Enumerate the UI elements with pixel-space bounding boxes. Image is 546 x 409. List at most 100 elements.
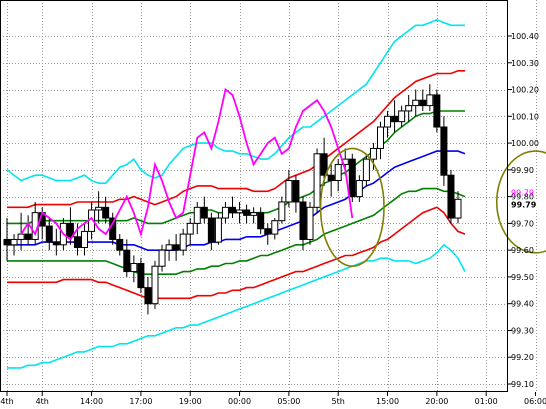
band-line-upper-2sigma <box>6 19 465 184</box>
x-tick-label-7: 5th <box>332 397 345 406</box>
candle-body-3 <box>24 233 32 240</box>
y-tick-label-11: 99.30 <box>511 326 534 335</box>
candle-body-21 <box>151 265 159 305</box>
candle-body-24 <box>172 244 180 251</box>
candle-body-35 <box>250 212 258 216</box>
candle-body-39 <box>278 201 286 222</box>
candle-body-42 <box>299 201 307 240</box>
y-tick-label-8: 99.60 <box>511 246 534 255</box>
candle-body-36 <box>257 212 265 230</box>
candle-body-27 <box>193 206 201 224</box>
candle-body-17 <box>123 249 131 273</box>
y-tick-label-12: 99.20 <box>511 353 534 362</box>
candle-body-0 <box>3 238 11 246</box>
current-price-label: 99.79 <box>511 200 537 209</box>
candle-body-22 <box>158 249 166 267</box>
x-tick-label-11: 06:00 <box>524 397 546 406</box>
candle-body-52 <box>369 147 377 160</box>
candle-body-63 <box>447 174 455 219</box>
candle-body-40 <box>285 180 293 203</box>
candle-body-57 <box>405 105 413 112</box>
plot-frame <box>0 0 508 392</box>
candle-body-7 <box>52 241 60 246</box>
y-tick-label-10: 99.40 <box>511 300 534 309</box>
band-line-minus-0.5sigma <box>7 187 466 276</box>
x-tick-label-9: 20:00 <box>425 397 448 406</box>
candle-body-60 <box>426 94 434 107</box>
candle-body-43 <box>306 206 314 240</box>
candle-body-1 <box>10 238 18 246</box>
y-tick-label-13: 99.10 <box>511 380 534 389</box>
candle-body-54 <box>384 115 392 128</box>
candle-body-51 <box>362 158 370 182</box>
candle-body-44 <box>313 153 321 208</box>
y-tick-label-4: 100.00 <box>511 139 539 148</box>
x-axis: 4th 4th 14:00 17:00 19:00 00:00 05:00 5th 15:00 2… <box>0 392 546 406</box>
candle-body-61 <box>433 94 441 128</box>
annotation-ellipse-1 <box>495 150 546 254</box>
price-marker-magenta: 99.79 <box>511 188 534 197</box>
y-tick-label-1: 100.30 <box>511 59 539 68</box>
candle-body-2 <box>17 233 25 240</box>
candle-body-32 <box>229 206 236 214</box>
candle-body-49 <box>348 158 356 198</box>
candles <box>3 84 462 315</box>
candle-body-20 <box>144 287 152 305</box>
candle-body-37 <box>264 228 272 235</box>
y-axis: 100.40 100.30 100.20 100.10 100.00 99.90 99.80… <box>508 32 539 389</box>
candle-body-58 <box>412 99 420 107</box>
candle-body-16 <box>116 238 124 251</box>
x-tick-label-5: 00:00 <box>228 397 251 406</box>
candle-body-45 <box>320 153 328 176</box>
annotations <box>319 147 546 268</box>
y-tick-label-3: 100.10 <box>511 112 539 121</box>
band-line-lower-2sigma <box>7 243 466 369</box>
candle-body-18 <box>130 263 138 273</box>
x-tick-label-10: 01:00 <box>475 397 498 406</box>
candle-body-28 <box>200 206 208 219</box>
x-tick-label-0: 4th <box>0 397 13 406</box>
candle-body-13 <box>95 206 103 211</box>
y-tick-label-7: 99.70 <box>511 219 534 228</box>
chikou-line <box>20 87 354 241</box>
candle-body-41 <box>292 180 300 203</box>
current-price-box <box>509 199 545 211</box>
y-tick-label-6: 99.80 <box>511 193 534 202</box>
candle-body-34 <box>243 209 251 216</box>
candle-body-23 <box>165 244 173 251</box>
x-tick-label-4: 19:00 <box>179 397 202 406</box>
candle-body-10 <box>73 236 81 248</box>
y-tick-label-2: 100.20 <box>511 86 539 95</box>
overlay <box>20 87 354 241</box>
candle-body-50 <box>355 180 363 198</box>
candle-body-46 <box>327 174 335 182</box>
x-tick-label-6: 05:00 <box>277 397 300 406</box>
candle-body-11 <box>81 230 89 248</box>
candle-body-14 <box>102 206 110 219</box>
candle-body-6 <box>45 225 53 243</box>
y-tick-label-9: 99.50 <box>511 273 534 282</box>
y-tick-label-5: 99.90 <box>511 166 534 175</box>
candle-body-64 <box>454 198 462 219</box>
x-tick-label-1: 4th <box>36 397 49 406</box>
candle-body-25 <box>179 233 187 251</box>
candle-body-30 <box>214 217 222 243</box>
plot-background <box>0 0 508 392</box>
candle-body-26 <box>186 222 194 235</box>
x-tick-label-2: 14:00 <box>80 397 103 406</box>
band-line-lower-1sigma <box>7 206 466 300</box>
candle-body-62 <box>440 126 448 176</box>
candle-body-59 <box>419 99 427 107</box>
candle-body-9 <box>66 222 74 238</box>
candle-body-53 <box>376 126 384 149</box>
candle-body-31 <box>221 206 229 219</box>
candle-body-56 <box>398 110 406 123</box>
annotation-ellipse-0 <box>319 147 385 268</box>
y-tick-label-0: 100.40 <box>511 32 539 41</box>
candle-body-19 <box>137 263 145 289</box>
candle-body-55 <box>391 115 399 123</box>
band-line-upper-1sigma <box>7 70 465 209</box>
x-tick-label-3: 17:00 <box>129 397 152 406</box>
